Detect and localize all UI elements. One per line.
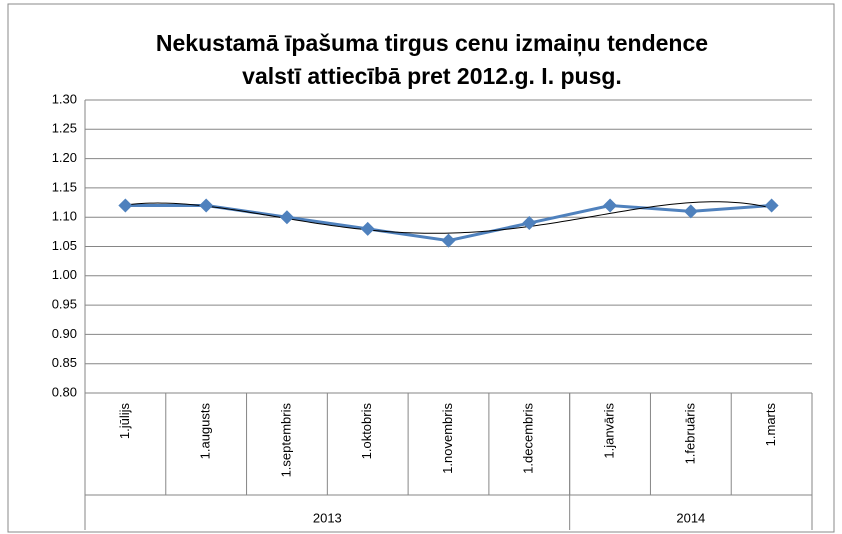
y-tick-label: 0.95: [52, 297, 77, 312]
group-label: 2014: [676, 510, 705, 525]
x-tick-label: 1.marts: [763, 403, 778, 447]
data-point: [199, 198, 214, 213]
y-tick-label: 1.30: [52, 91, 77, 106]
group-label: 2013: [313, 510, 342, 525]
y-tick-label: 1.05: [52, 238, 77, 253]
y-tick-label: 1.20: [52, 150, 77, 165]
y-tick-label: 0.90: [52, 326, 77, 341]
x-tick-label: 1.novembris: [440, 403, 455, 474]
y-tick-label: 1.15: [52, 179, 77, 194]
x-tick-label: 1.decembris: [521, 403, 536, 474]
data-point: [441, 233, 456, 248]
y-tick-label: 1.00: [52, 267, 77, 282]
x-tick-label: 1.septembris: [278, 403, 293, 478]
x-tick-label: 1.oktobris: [359, 403, 374, 460]
y-tick-label: 0.85: [52, 355, 77, 370]
data-point: [118, 198, 133, 213]
data-point: [522, 216, 537, 231]
trendline: [125, 201, 772, 234]
chart-title: Nekustamā īpašuma tirgus cenu izmaiņu te…: [156, 30, 708, 56]
chart-title: valstī attiecībā pret 2012.g. I. pusg.: [242, 63, 622, 89]
data-point: [603, 198, 618, 213]
y-tick-label: 1.25: [52, 121, 77, 136]
y-tick-label: 1.10: [52, 209, 77, 224]
chart-frame: [7, 3, 835, 533]
x-tick-label: 1.jūlijs: [117, 403, 132, 440]
y-tick-label: 0.80: [52, 384, 77, 399]
data-point: [683, 204, 698, 219]
data-point: [360, 221, 375, 236]
data-point: [764, 198, 779, 213]
x-tick-label: 1.februāris: [682, 403, 697, 465]
data-point: [279, 210, 294, 225]
x-tick-label: 1.janvāris: [601, 403, 616, 459]
x-tick-label: 1.augusts: [198, 403, 213, 460]
